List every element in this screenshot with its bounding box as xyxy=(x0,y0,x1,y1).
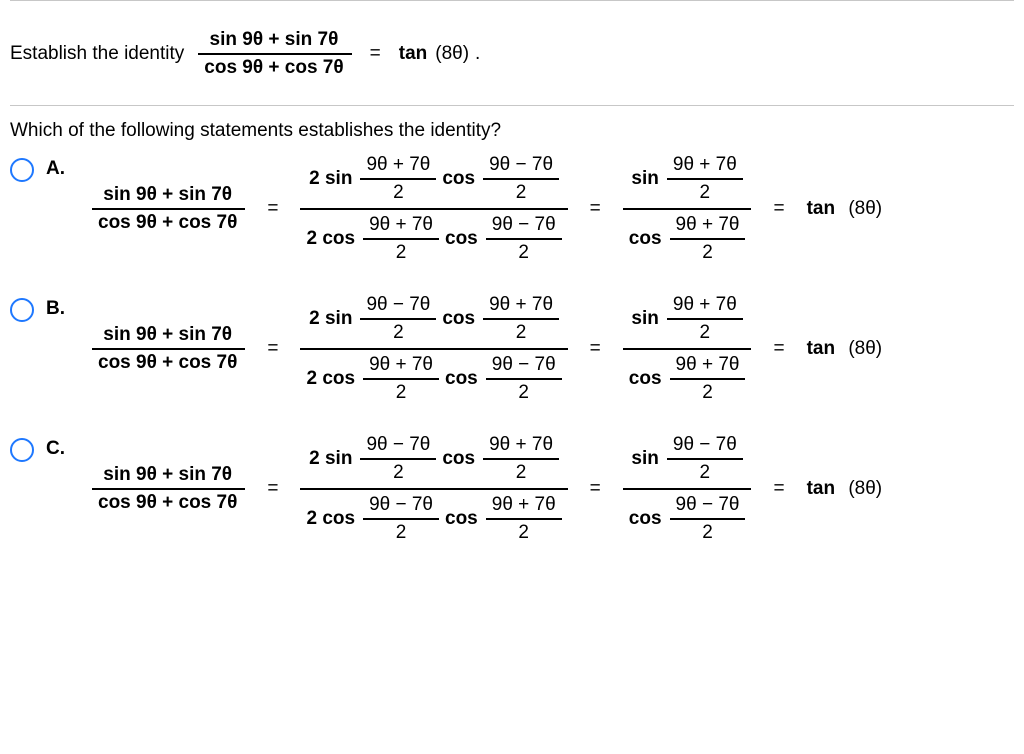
step-simplified: sin9θ + 7θ2cos9θ + 7θ2 xyxy=(623,150,752,268)
period: . xyxy=(475,43,480,65)
option-a: A.sin 9θ + sin 7θcos 9θ + cos 7θ=2 sin9θ… xyxy=(10,156,1014,268)
option-label: C. xyxy=(46,436,80,460)
option-body: sin 9θ + sin 7θcos 9θ + cos 7θ=2 sin9θ −… xyxy=(92,430,1014,548)
rhs-arg: (8θ) xyxy=(435,43,469,65)
rhs-result: tan (8θ) xyxy=(807,198,883,220)
step-expansion: 2 sin9θ − 7θ2cos9θ + 7θ22 cos9θ + 7θ2cos… xyxy=(300,290,567,408)
step-simplified: sin9θ + 7θ2cos9θ + 7θ2 xyxy=(623,290,752,408)
lhs-denominator: cos 9θ + cos 7θ xyxy=(204,57,343,78)
lead-text: Establish the identity xyxy=(10,43,184,65)
option-body: sin 9θ + sin 7θcos 9θ + cos 7θ=2 sin9θ +… xyxy=(92,150,1014,268)
option-c: C.sin 9θ + sin 7θcos 9θ + cos 7θ=2 sin9θ… xyxy=(10,436,1014,548)
lhs-fraction: sin 9θ + sin 7θ cos 9θ + cos 7θ xyxy=(198,27,351,81)
lhs-original: sin 9θ + sin 7θcos 9θ + cos 7θ xyxy=(92,462,245,516)
rhs-result: tan (8θ) xyxy=(807,338,883,360)
step-expansion: 2 sin9θ − 7θ2cos9θ + 7θ22 cos9θ − 7θ2cos… xyxy=(300,430,567,548)
question-text: Which of the following statements establ… xyxy=(10,106,1014,152)
lhs-numerator: sin 9θ + sin 7θ xyxy=(210,29,339,50)
step-expansion: 2 sin9θ + 7θ2cos9θ − 7θ22 cos9θ + 7θ2cos… xyxy=(300,150,567,268)
option-label: B. xyxy=(46,296,80,320)
options-list: A. sin 9θ + sin 7θcos 9θ + cos 7θ=2 sin9θ… xyxy=(10,152,1014,548)
rhs-result: tan (8θ) xyxy=(807,478,883,500)
radio-a[interactable] xyxy=(10,158,34,182)
option-label: A. xyxy=(46,156,80,180)
lhs-original: sin 9θ + sin 7θcos 9θ + cos 7θ xyxy=(92,182,245,236)
problem-prompt: Establish the identity sin 9θ + sin 7θ c… xyxy=(10,1,1014,105)
step-simplified: sin9θ − 7θ2cos9θ − 7θ2 xyxy=(623,430,752,548)
rhs-expression: tan (8θ). xyxy=(399,43,481,65)
rhs-fn: tan xyxy=(399,43,428,65)
radio-b[interactable] xyxy=(10,298,34,322)
radio-c[interactable] xyxy=(10,438,34,462)
lhs-original: sin 9θ + sin 7θcos 9θ + cos 7θ xyxy=(92,322,245,376)
option-body: sin 9θ + sin 7θcos 9θ + cos 7θ=2 sin9θ −… xyxy=(92,290,1014,408)
option-b: B.sin 9θ + sin 7θcos 9θ + cos 7θ=2 sin9θ… xyxy=(10,296,1014,408)
equals-sign: = xyxy=(366,43,385,65)
